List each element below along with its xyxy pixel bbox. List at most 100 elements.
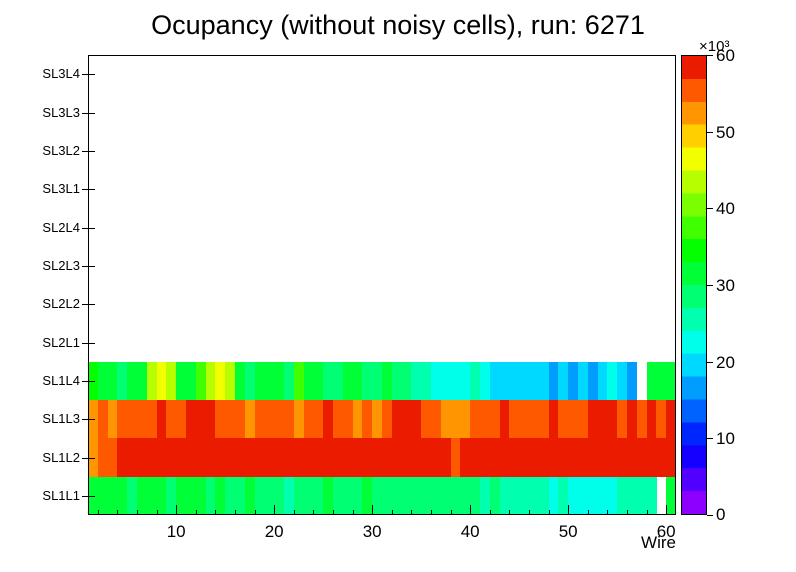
heatmap-cell bbox=[529, 438, 540, 478]
y-axis-label: SL3L4 bbox=[42, 66, 80, 82]
heatmap-cell bbox=[627, 438, 638, 478]
heatmap-plot-area bbox=[88, 55, 676, 515]
heatmap-cell bbox=[499, 438, 510, 478]
heatmap-cell bbox=[323, 438, 334, 478]
x-axis-minor-tick bbox=[156, 510, 158, 515]
heatmap-cell bbox=[225, 400, 236, 439]
heatmap-cell bbox=[627, 361, 638, 401]
heatmap-cell bbox=[382, 438, 393, 478]
heatmap-cell bbox=[176, 400, 187, 439]
x-axis-tick-label: 60 bbox=[656, 522, 676, 541]
heatmap-cell bbox=[137, 476, 148, 515]
heatmap-cell bbox=[656, 400, 667, 439]
heatmap-cell bbox=[617, 361, 628, 401]
heatmap-cell bbox=[607, 438, 618, 478]
heatmap-cell bbox=[450, 361, 461, 401]
heatmap-cell bbox=[284, 361, 295, 401]
heatmap-cell bbox=[372, 400, 383, 439]
heatmap-cell bbox=[264, 438, 275, 478]
heatmap-cell bbox=[313, 400, 324, 439]
heatmap-cell bbox=[323, 476, 334, 515]
heatmap-cell bbox=[450, 476, 461, 515]
heatmap-cell bbox=[470, 361, 481, 401]
heatmap-cell bbox=[293, 400, 305, 439]
heatmap-cell bbox=[509, 438, 520, 478]
colorbar-tick-label: 40 bbox=[716, 199, 735, 219]
x-axis-tick bbox=[372, 505, 374, 515]
heatmap-cell bbox=[254, 438, 265, 478]
heatmap-cell bbox=[431, 476, 442, 515]
heatmap-cell bbox=[293, 438, 305, 478]
x-axis-minor-tick bbox=[489, 510, 491, 515]
x-axis-minor-tick bbox=[352, 510, 354, 515]
x-axis-minor-tick bbox=[548, 510, 550, 515]
heatmap-cell bbox=[215, 400, 226, 439]
heatmap-cell bbox=[529, 361, 540, 401]
heatmap-cell bbox=[186, 438, 197, 478]
x-axis-minor-tick bbox=[450, 510, 452, 515]
heatmap-cell bbox=[568, 438, 579, 478]
heatmap-cell bbox=[195, 438, 207, 478]
heatmap-cell bbox=[470, 438, 481, 478]
x-axis-tick-label: 50 bbox=[558, 522, 578, 541]
heatmap-cell bbox=[587, 476, 599, 515]
heatmap-cell bbox=[362, 400, 373, 439]
y-axis-label: SL3L1 bbox=[42, 181, 80, 197]
heatmap-cell bbox=[656, 361, 667, 401]
y-axis-label: SL3L2 bbox=[42, 142, 80, 158]
heatmap-cell bbox=[538, 361, 550, 401]
heatmap-cell bbox=[117, 438, 128, 478]
colorbar-tick bbox=[707, 131, 713, 133]
heatmap-cell bbox=[578, 361, 589, 401]
heatmap-cell bbox=[431, 438, 442, 478]
heatmap-cell bbox=[225, 361, 236, 401]
heatmap-cell bbox=[627, 400, 638, 439]
y-axis-tick bbox=[82, 74, 95, 76]
heatmap-cell bbox=[205, 476, 216, 515]
heatmap-cell bbox=[117, 476, 128, 515]
heatmap-cell bbox=[548, 438, 559, 478]
heatmap-cell bbox=[470, 476, 481, 515]
x-axis-minor-tick bbox=[607, 510, 609, 515]
heatmap-cell bbox=[156, 476, 167, 515]
heatmap-cell bbox=[235, 400, 246, 439]
y-axis-label: SL3L3 bbox=[42, 104, 80, 120]
heatmap-cell bbox=[235, 361, 246, 401]
heatmap-cell bbox=[519, 438, 530, 478]
y-axis-tick bbox=[82, 227, 95, 229]
heatmap-cell bbox=[548, 361, 559, 401]
y-axis-tick bbox=[82, 189, 95, 191]
heatmap-cell bbox=[156, 438, 167, 478]
heatmap-cell bbox=[509, 361, 520, 401]
heatmap-cell bbox=[225, 476, 236, 515]
heatmap-cell bbox=[568, 361, 579, 401]
heatmap-cell bbox=[146, 438, 158, 478]
heatmap-cell bbox=[646, 400, 657, 439]
x-axis-minor-tick bbox=[195, 510, 197, 515]
heatmap-cell bbox=[617, 476, 628, 515]
x-axis-minor-tick bbox=[333, 510, 334, 515]
x-axis-tick bbox=[666, 505, 668, 515]
heatmap-cell bbox=[176, 361, 187, 401]
heatmap-cell bbox=[254, 476, 265, 515]
x-axis-tick bbox=[274, 505, 276, 515]
heatmap-cell bbox=[538, 400, 550, 439]
heatmap-cell bbox=[519, 400, 530, 439]
heatmap-cell bbox=[382, 361, 393, 401]
heatmap-cell bbox=[244, 400, 256, 439]
heatmap-cell bbox=[274, 361, 285, 401]
heatmap-cell bbox=[401, 476, 412, 515]
heatmap-cell bbox=[352, 361, 363, 401]
heatmap-cell bbox=[117, 400, 128, 439]
heatmap-cell bbox=[558, 476, 569, 515]
heatmap-cell bbox=[548, 400, 559, 439]
heatmap-cell bbox=[617, 438, 628, 478]
heatmap-cell bbox=[382, 400, 393, 439]
heatmap-cell bbox=[107, 476, 118, 515]
colorbar bbox=[681, 55, 707, 515]
heatmap-cell bbox=[186, 400, 197, 439]
heatmap-cell bbox=[264, 476, 275, 515]
heatmap-cell bbox=[303, 476, 314, 515]
heatmap-cell bbox=[313, 438, 324, 478]
heatmap-cell bbox=[587, 438, 599, 478]
